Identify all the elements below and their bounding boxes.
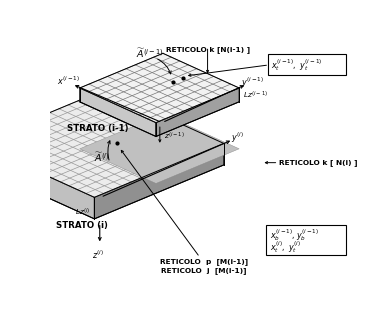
FancyBboxPatch shape <box>268 54 346 75</box>
Text: $x_t^{(i)},\ y_t^{(i)}$: $x_t^{(i)},\ y_t^{(i)}$ <box>270 240 301 255</box>
Polygon shape <box>80 53 239 123</box>
Text: RETICOLO k [N(i-1) ]: RETICOLO k [N(i-1) ] <box>165 46 250 52</box>
Text: STRATO (i): STRATO (i) <box>56 221 108 229</box>
Text: $x_t^{(i-1)},\ y_t^{(i-1)}$: $x_t^{(i-1)},\ y_t^{(i-1)}$ <box>271 57 323 73</box>
Text: $\widetilde{A}^{(i-1)}$: $\widetilde{A}^{(i-1)}$ <box>136 46 164 60</box>
Text: STRATO (i-1): STRATO (i-1) <box>67 124 128 133</box>
Text: RETICOLO  j  [M(i-1)]: RETICOLO j [M(i-1)] <box>161 267 246 274</box>
Text: RETICOLO  p  [M(i-1)]: RETICOLO p [M(i-1)] <box>160 258 248 265</box>
Text: $y^{(i)}$: $y^{(i)}$ <box>231 131 244 145</box>
Text: $x^{(i-1)}$: $x^{(i-1)}$ <box>57 75 80 87</box>
Text: $Lz^{(i)}$: $Lz^{(i)}$ <box>75 206 90 218</box>
Polygon shape <box>80 88 156 137</box>
Text: $x_b^{(i-1)},y_b^{(i-1)}$: $x_b^{(i-1)},y_b^{(i-1)}$ <box>270 227 319 243</box>
Polygon shape <box>80 114 239 184</box>
Polygon shape <box>0 89 224 197</box>
Polygon shape <box>0 143 94 219</box>
Polygon shape <box>156 88 239 137</box>
Text: $\widetilde{A}^{(i)}$: $\widetilde{A}^{(i)}$ <box>94 150 110 164</box>
Polygon shape <box>94 143 224 219</box>
Text: $y^{(i-1)}$: $y^{(i-1)}$ <box>241 76 264 90</box>
Text: $z^{(i)}$: $z^{(i)}$ <box>92 248 104 260</box>
Text: RETICOLO k [ N(i) ]: RETICOLO k [ N(i) ] <box>279 159 358 166</box>
FancyBboxPatch shape <box>266 225 346 255</box>
Text: $z^{(i-1)}$: $z^{(i-1)}$ <box>164 131 184 142</box>
Text: $Lz^{(i-1)}$: $Lz^{(i-1)}$ <box>243 89 268 100</box>
